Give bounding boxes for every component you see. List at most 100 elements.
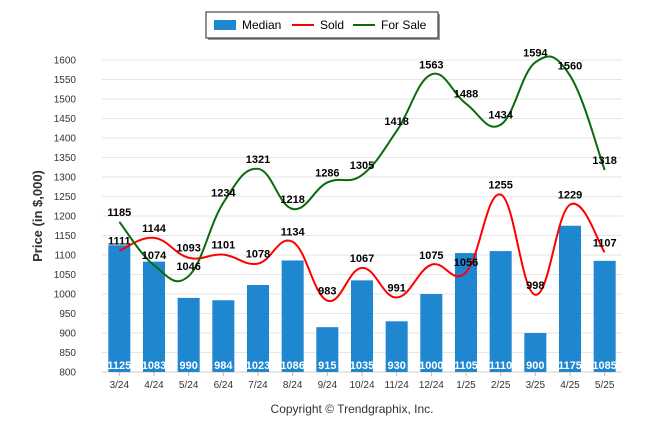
- for-sale-line-label: 1488: [454, 89, 478, 101]
- y-axis: 800 850 900 950 1000 1050 1100 1150 1200 1250 1300…: [54, 56, 77, 379]
- median-bar: [524, 333, 547, 372]
- sold-line-label: 998: [526, 280, 544, 292]
- median-bar-label: 1086: [280, 360, 304, 372]
- x-tick-label: 6/24: [214, 380, 234, 391]
- legend-box: [205, 11, 439, 39]
- median-bar-label: 1083: [142, 360, 166, 372]
- median-bar: [143, 261, 165, 372]
- sold-line: [118, 193, 606, 302]
- legend-item-sold-label: Sold: [320, 18, 344, 32]
- for-sale-line-label: 1286: [315, 167, 339, 179]
- median-bar-label: 1105: [454, 360, 478, 372]
- for-sale-line-label: 1321: [246, 154, 270, 166]
- median-bars: [108, 225, 616, 372]
- median-bar: [316, 327, 339, 372]
- x-tick-label: 4/25: [560, 380, 580, 391]
- median-bar: [212, 300, 235, 372]
- x-tick-label: 1/25: [456, 380, 476, 391]
- x-tick-label: 5/25: [595, 380, 615, 391]
- sold-line-label: 1255: [488, 180, 512, 192]
- median-bar: [385, 321, 408, 372]
- y-tick-label: 1100: [54, 251, 76, 262]
- sold-line-label: 1107: [593, 237, 617, 249]
- data-labels: 1125 1083 990 984 1023 1086 915 1035 930 1000 1105…: [107, 47, 617, 372]
- y-tick-label: 1400: [54, 134, 77, 145]
- y-tick-label: 800: [59, 368, 76, 379]
- sold-line-label: 1101: [211, 240, 235, 252]
- x-axis: 3/24 4/24 5/24 6/24 7/24 8/24 9/24 10/24 11/24 12…: [102, 371, 622, 391]
- sold-line-label: 1144: [142, 223, 167, 235]
- median-bar: [108, 245, 131, 372]
- y-tick-label: 900: [59, 329, 76, 340]
- sold-line-label: 983: [318, 286, 336, 298]
- median-bar: [489, 251, 512, 372]
- y-tick-label: 1250: [54, 192, 77, 203]
- for-sale-line-label: 1046: [176, 261, 200, 273]
- median-bar: [559, 225, 581, 372]
- sold-line-label: 1093: [176, 243, 200, 255]
- y-tick-label: 1600: [54, 56, 77, 67]
- median-bar-label: 915: [318, 360, 336, 372]
- legend: Median Sold For Sale: [205, 11, 440, 40]
- median-bar-label: 1023: [246, 360, 270, 372]
- y-tick-label: 1000: [54, 290, 77, 301]
- median-bar-label: 1000: [419, 360, 443, 372]
- sold-line-label: 1075: [419, 250, 443, 262]
- y-tick-label: 1550: [54, 75, 77, 86]
- median-bar-label: 1125: [107, 360, 131, 372]
- median-bar-label: 990: [179, 360, 197, 372]
- y-tick-label: 1150: [54, 231, 76, 242]
- y-tick-label: 1050: [54, 270, 77, 281]
- legend-item-median-label: Median: [242, 18, 281, 32]
- sold-line-label: 1134: [281, 227, 306, 239]
- x-tick-label: 7/24: [248, 380, 268, 391]
- y-tick-label: 1500: [54, 95, 77, 106]
- x-tick-label: 5/24: [179, 380, 199, 391]
- median-bar: [281, 260, 304, 372]
- x-tick-label: 2/25: [491, 380, 511, 391]
- y-tick-label: 1200: [54, 212, 77, 223]
- for-sale-line-label: 1434: [488, 110, 513, 122]
- for-sale-line: [118, 55, 606, 283]
- sold-line-label: 1229: [558, 190, 582, 202]
- y-tick-label: 850: [59, 348, 76, 359]
- median-bar: [351, 280, 373, 372]
- median-bar: [593, 260, 616, 372]
- y-tick-label: 950: [59, 309, 76, 320]
- for-sale-line-label: 1418: [384, 116, 408, 128]
- sold-line-label: 1111: [108, 236, 131, 248]
- y-tick-label: 1350: [54, 153, 77, 164]
- median-bar: [420, 294, 443, 372]
- sold-line-label: 1056: [454, 257, 478, 269]
- y-tick-label: 1300: [54, 173, 77, 184]
- series-lines: [118, 55, 606, 302]
- for-sale-line-label: 1074: [142, 250, 167, 262]
- median-bar: [177, 297, 200, 372]
- for-sale-line-label: 1594: [523, 47, 548, 59]
- median-bar-label: 984: [214, 360, 233, 372]
- sold-line-label: 1078: [246, 249, 270, 261]
- median-bar-label: 1085: [592, 360, 616, 372]
- for-sale-line-label: 1185: [107, 207, 131, 219]
- sold-line-label: 1067: [350, 253, 374, 265]
- for-sale-line-label: 1560: [558, 61, 582, 73]
- x-tick-label: 3/25: [526, 380, 546, 391]
- median-bar: [247, 285, 269, 372]
- legend-item-for-sale-label: For Sale: [381, 18, 427, 32]
- x-tick-label: 11/24: [385, 380, 410, 391]
- x-tick-label: 10/24: [349, 380, 374, 391]
- for-sale-line-label: 1318: [592, 155, 616, 167]
- x-tick-label: 4/24: [144, 380, 164, 391]
- median-bar-label: 1175: [558, 360, 582, 372]
- sold-line-label: 991: [387, 283, 405, 295]
- x-tick-label: 9/24: [318, 380, 338, 391]
- y-tick-label: 1450: [54, 114, 77, 125]
- y-axis-title: Price (in $,000): [30, 170, 45, 262]
- legend-item-median-swatch: [214, 20, 236, 30]
- x-tick-label: 3/24: [110, 380, 130, 391]
- gridlines: [102, 59, 622, 373]
- median-bar-label: 1035: [350, 360, 374, 372]
- median-bar: [455, 253, 477, 372]
- for-sale-line-label: 1218: [280, 194, 304, 206]
